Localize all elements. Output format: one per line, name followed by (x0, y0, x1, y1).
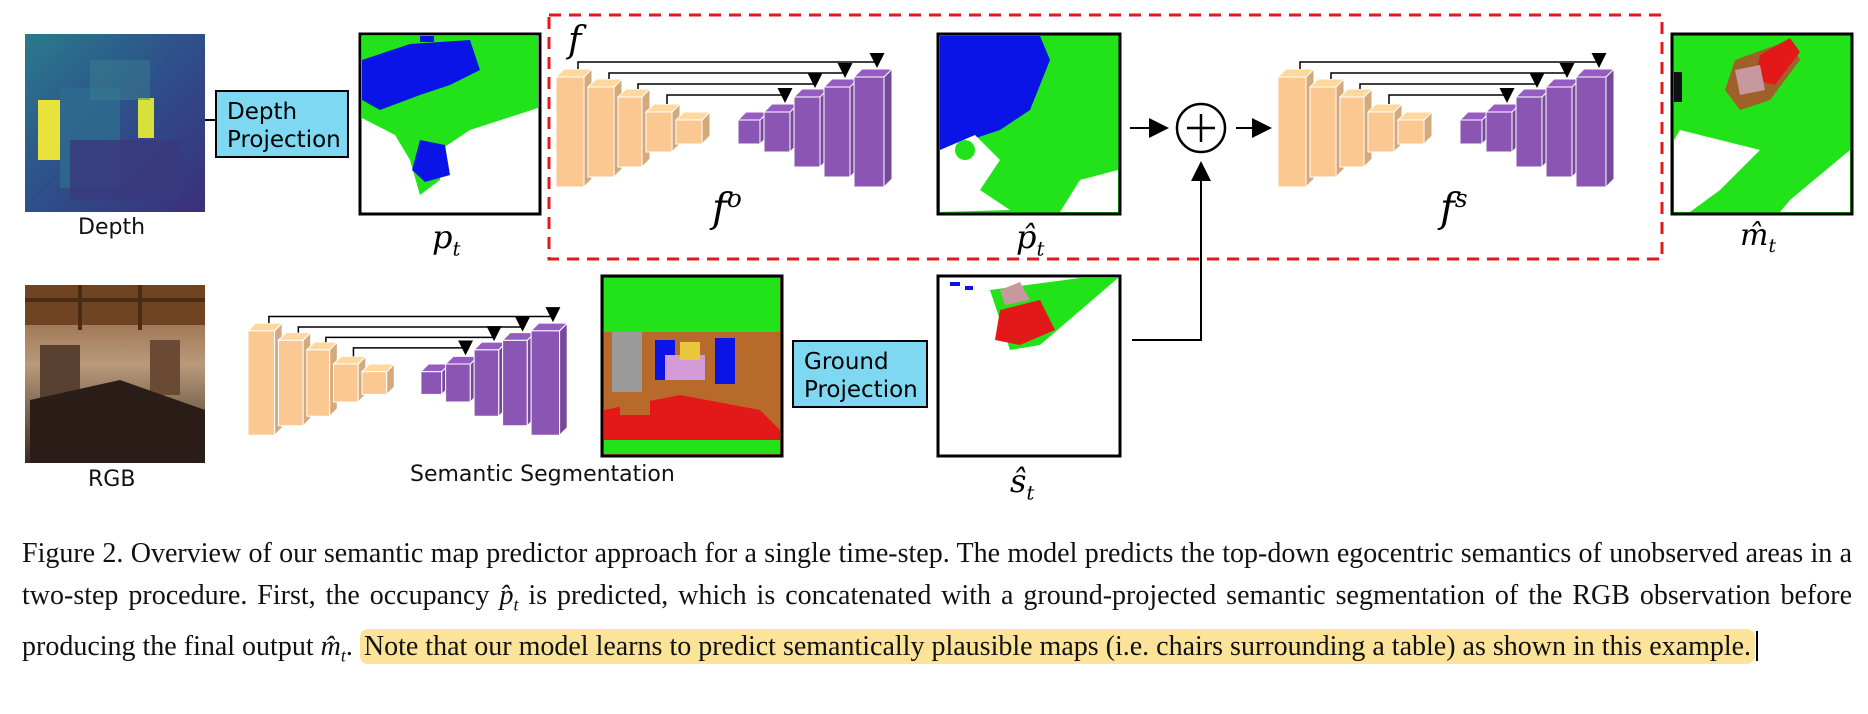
network-f-s (1276, 53, 1616, 189)
encoder-block (246, 321, 284, 437)
encoder-block (644, 102, 682, 154)
f-label: f (568, 20, 581, 61)
encoder-block (277, 331, 312, 427)
skip-connection (1330, 63, 1575, 79)
semantic-segmentation-label: Semantic Segmentation (410, 462, 675, 487)
decoder-block (1484, 102, 1522, 154)
caption-m-hat: m̂ (320, 630, 341, 662)
p-t-map (358, 32, 542, 216)
f-symbol: f (568, 20, 582, 61)
figure-caption: Figure 2. Overview of our semantic map p… (22, 533, 1852, 676)
f-o-symbol: f (712, 185, 727, 232)
encoder-block (1276, 67, 1316, 189)
p-hat-t-sub: t (1036, 237, 1045, 261)
encoder-block (586, 77, 624, 179)
depth-projection-text: Depth Projection (227, 99, 341, 153)
skip-connection (608, 63, 853, 79)
caption-mid: is predicted, which is concatenated with… (22, 580, 1852, 662)
ground-projection-text: Ground Projection (804, 349, 918, 403)
encoder-block (1366, 102, 1404, 154)
f-s-sup: s (1454, 184, 1468, 213)
p-hat-t-map (936, 32, 1122, 216)
skip-connection (325, 326, 502, 343)
encoder-block (674, 110, 712, 146)
depth-image (25, 34, 205, 212)
skip-connection (352, 340, 474, 357)
caption-m-sub: t (340, 645, 346, 666)
caption-p-hat: p̂ (499, 580, 514, 611)
semantic-segmentation-image (600, 274, 784, 458)
skip-connection (1388, 88, 1515, 104)
p-t-sub: t (452, 237, 461, 261)
encoder-block (1396, 110, 1434, 146)
skip-connection (1299, 53, 1607, 69)
decoder-block (444, 355, 480, 404)
encoder-block (1338, 87, 1374, 169)
m-hat-t-map (1670, 32, 1854, 216)
ground-connector (1132, 161, 1211, 341)
ground-projection-box: Ground Projection (792, 340, 928, 408)
decoder-block (852, 67, 894, 189)
decoder-block (792, 87, 830, 169)
decoder-block (529, 321, 569, 437)
figure: Depth RGB Semantic Segmentation Depth Pr… (25, 13, 1854, 504)
m-hat-t-symbol: m̂ (1740, 218, 1769, 253)
rgb-label: RGB (88, 467, 136, 492)
caption-end: . (345, 630, 360, 662)
decoder-block (501, 331, 537, 427)
depth-label: Depth (78, 215, 146, 240)
dashed-frame (547, 13, 1664, 261)
caption-p-sub: t (513, 594, 519, 615)
encoder-block (332, 355, 368, 404)
skip-connection (1359, 73, 1545, 89)
skip-connection (577, 53, 885, 69)
skip-connection (297, 316, 531, 333)
f-s-label: fs (1440, 184, 1468, 231)
text-cursor (1756, 630, 1759, 661)
decoder-block (822, 77, 860, 179)
skip-connection (637, 73, 823, 89)
encoder-block (1308, 77, 1346, 179)
depth-projection-box: Depth Projection (215, 90, 349, 158)
caption-highlight[interactable]: Note that our model learns to predict se… (359, 628, 1756, 664)
s-hat-t-label: ŝt (1010, 462, 1034, 504)
m-hat-t-sub: t (1768, 236, 1776, 257)
f-o-label: fo (712, 184, 742, 231)
rgb-image (25, 285, 205, 463)
skip-connection (666, 88, 793, 104)
decoder-block (1514, 87, 1552, 169)
encoder-block (360, 362, 396, 396)
p-t-symbol: p (432, 218, 453, 256)
decoder-block (1544, 77, 1582, 179)
encoder-block (616, 87, 652, 169)
s-hat-t-map (936, 274, 1122, 458)
encoder-block (305, 340, 339, 418)
p-hat-t-symbol: p̂ (1016, 218, 1037, 256)
p-t-label: pt (432, 218, 460, 260)
s-hat-t-sub: t (1026, 481, 1035, 505)
network-segmentation (246, 307, 569, 437)
f-o-sup: o (726, 184, 742, 213)
encoder-block (554, 67, 594, 189)
decoder-block (1458, 110, 1492, 146)
decoder-block (762, 102, 800, 154)
caption-main: Figure 2. Overview of our semantic map p… (22, 538, 1852, 611)
figure-diagram (25, 13, 1854, 463)
p-hat-t-label: p̂t (1016, 218, 1044, 260)
skip-connection (268, 307, 561, 324)
f-s-symbol: f (1440, 185, 1455, 232)
s-hat-t-symbol: ŝ (1010, 462, 1027, 500)
m-hat-t-label: m̂t (1740, 218, 1776, 257)
decoder-block (1574, 67, 1616, 189)
decoder-block (472, 340, 508, 418)
network-f-o (554, 53, 894, 189)
